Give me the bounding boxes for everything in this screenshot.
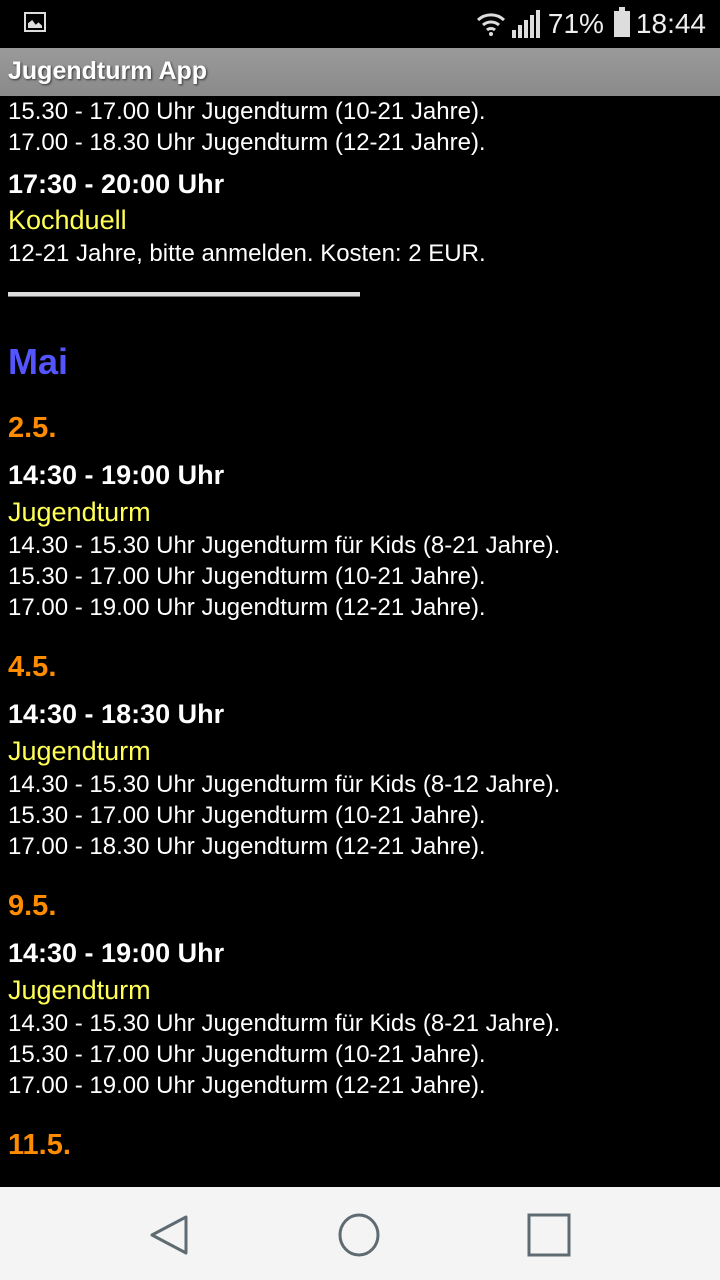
schedule-line: 17.00 - 18.30 Uhr Jugendturm (12-21 Jahr…: [8, 833, 486, 860]
event-time: 14:30 - 19:00 Uhr: [8, 938, 225, 968]
battery-percent: 71%: [547, 8, 604, 39]
signal-icon: [511, 10, 542, 38]
schedule-line: 17.00 - 18.30 Uhr Jugendturm (12-21 Jahr…: [8, 129, 486, 156]
schedule-line: 15.30 - 17.00 Uhr Jugendturm (10-21 Jahr…: [8, 98, 486, 125]
schedule-line: 14.30 - 15.30 Uhr Jugendturm für Kids (8…: [8, 1010, 561, 1037]
day-group: 4.5. 14:30 - 18:30 Uhr Jugendturm 14.30 …: [8, 649, 720, 862]
app-bar: Jugendturm App: [0, 48, 720, 96]
battery-icon: [613, 7, 630, 37]
schedule-list[interactable]: 15.30 - 17.00 Uhr Jugendturm (10-21 Jahr…: [0, 96, 720, 1187]
event-time: 14:30 - 19:00 Uhr: [8, 460, 225, 490]
schedule-line: 15.30 - 17.00 Uhr Jugendturm (10-21 Jahr…: [8, 1041, 486, 1068]
month-heading: Mai: [8, 341, 69, 382]
event-title: Kochduell: [8, 205, 127, 235]
day-date: 2.5.: [8, 412, 57, 444]
gallery-icon: [24, 12, 46, 32]
event-time: 17:30 - 20:00 Uhr: [8, 169, 225, 199]
back-icon[interactable]: [148, 1213, 192, 1257]
status-bar: 71% 18:44: [0, 0, 720, 48]
event-title: Jugendturm: [8, 736, 151, 766]
day-date: 11.5.: [8, 1129, 71, 1161]
event-title: Jugendturm: [8, 497, 151, 527]
schedule-line: 17.00 - 19.00 Uhr Jugendturm (12-21 Jahr…: [8, 594, 486, 621]
divider: [8, 292, 360, 297]
schedule-line: 14.30 - 15.30 Uhr Jugendturm für Kids (8…: [8, 532, 561, 559]
day-date: 4.5.: [8, 651, 57, 683]
event-title: Jugendturm: [8, 975, 151, 1005]
event-time: 14:30 - 18:30 Uhr: [8, 699, 225, 729]
event-description: 12-21 Jahre, bitte anmelden. Kosten: 2 E…: [8, 240, 486, 267]
app-title: Jugendturm App: [8, 57, 208, 85]
day-group: 9.5. 14:30 - 19:00 Uhr Jugendturm 14.30 …: [8, 888, 720, 1101]
schedule-line: 15.30 - 17.00 Uhr Jugendturm (10-21 Jahr…: [8, 802, 486, 829]
clock: 18:44: [635, 8, 706, 39]
schedule-line: 14.30 - 15.30 Uhr Jugendturm für Kids (8…: [8, 771, 561, 798]
day-group: 2.5. 14:30 - 19:00 Uhr Jugendturm 14.30 …: [8, 410, 720, 623]
navigation-bar: [0, 1187, 720, 1280]
schedule-line: 17.00 - 19.00 Uhr Jugendturm (12-21 Jahr…: [8, 1072, 486, 1099]
day-group: 11.5.: [8, 1127, 720, 1163]
wifi-icon: [476, 12, 506, 36]
schedule-line: 15.30 - 17.00 Uhr Jugendturm (10-21 Jahr…: [8, 563, 486, 590]
day-date: 9.5.: [8, 890, 57, 922]
recents-icon[interactable]: [527, 1213, 571, 1257]
home-icon[interactable]: [337, 1213, 381, 1257]
